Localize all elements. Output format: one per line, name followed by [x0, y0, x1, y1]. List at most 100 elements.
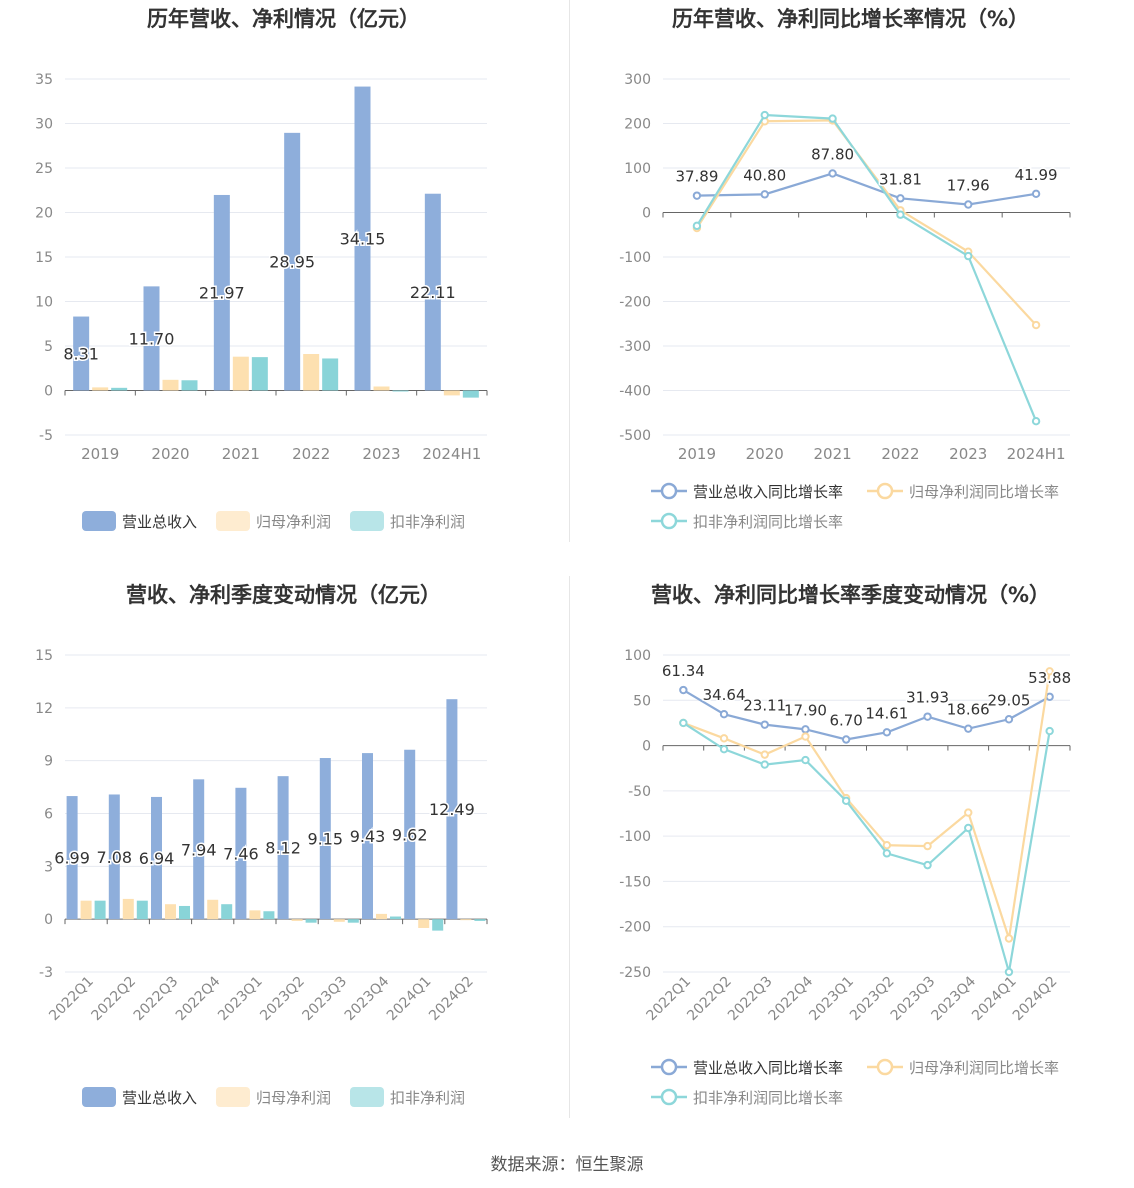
y-tick-label: 12 [35, 701, 53, 717]
bar-2 [322, 358, 339, 391]
bar-0 [73, 316, 90, 391]
y-tick-label: -50 [628, 784, 651, 800]
point-0 [760, 190, 769, 199]
series-line-1 [682, 671, 1051, 939]
point-1 [719, 734, 729, 743]
bar-1 [443, 390, 460, 396]
data-label: 14.61 [865, 704, 908, 722]
legend-swatch [350, 1087, 384, 1107]
point-2 [760, 760, 769, 769]
legend-marker [876, 482, 894, 500]
bar-2 [392, 390, 409, 392]
chart-title: 历年营收、净利情况（亿元） [147, 7, 420, 31]
bar-1 [303, 354, 320, 391]
point-2 [828, 114, 837, 123]
legend-swatch [216, 1087, 250, 1107]
bar-2 [462, 390, 479, 398]
point-1 [964, 808, 973, 817]
data-label: 9.43 [350, 827, 386, 846]
bar-2 [221, 904, 233, 920]
legend-label: 营业总收入同比增长率 [693, 1059, 843, 1077]
point-2 [692, 221, 702, 231]
data-label: 17.90 [784, 701, 827, 719]
x-tick-label: 2023 [362, 445, 400, 463]
x-tick-label: 2022Q3 [131, 974, 182, 1025]
bar-2 [390, 916, 401, 920]
x-tick-label: 2019 [678, 445, 716, 463]
bar-0 [193, 779, 205, 920]
x-tick-label: 2024Q1 [969, 974, 1020, 1025]
point-2 [882, 849, 892, 858]
y-tick-label: 100 [624, 648, 651, 664]
point-0 [692, 191, 702, 200]
x-tick-label: 2022 [881, 445, 919, 463]
x-tick-label: 2022Q1 [644, 974, 695, 1025]
legend-label: 归母净利润 [256, 1089, 331, 1107]
legend-marker [660, 512, 678, 530]
data-label: 8.31 [63, 345, 99, 364]
bar-1 [418, 919, 430, 928]
chart-svg: 35 30 25 20 15 10 5 0 -5 2019 2020 2021 2022 2023 2024… [35, 72, 488, 531]
bar-0 [108, 794, 120, 920]
point-0 [841, 735, 851, 744]
point-0 [801, 725, 810, 734]
point-2 [964, 251, 973, 261]
legend-label: 营业总收入 [122, 513, 197, 531]
chart-svg: 15 12 9 6 3 0 -32022Q12022Q22022Q32022Q42023Q1… [35, 648, 488, 1107]
chart-svg: 300 200 100 0 -100 -200 -300 -400 -500 2019 2020 20… [619, 72, 1071, 531]
x-tick-label: 2022 [292, 445, 330, 463]
point-0 [1045, 692, 1054, 701]
series-line-0 [696, 172, 1037, 206]
x-tick-label: 2021 [222, 445, 260, 463]
y-tick-label: 9 [44, 754, 53, 770]
x-tick-label: 2024H1 [422, 445, 481, 463]
bar-2 [181, 380, 198, 391]
point-2 [760, 110, 769, 120]
y-tick-label: 50 [633, 693, 651, 709]
x-tick-label: 2023Q3 [888, 974, 939, 1025]
x-tick-label: 2023Q2 [847, 974, 898, 1025]
point-0 [896, 194, 905, 203]
y-tick-label: -400 [619, 384, 651, 400]
data-label: 61.34 [662, 662, 705, 680]
data-label: 9.15 [307, 830, 343, 849]
point-0 [1004, 715, 1014, 724]
data-label: 34.64 [703, 686, 746, 704]
point-1 [801, 732, 810, 741]
y-tick-label: 15 [35, 250, 53, 266]
bar-1 [207, 899, 219, 920]
y-tick-label: -500 [619, 428, 651, 444]
data-label: 6.99 [54, 849, 90, 868]
y-tick-label: 200 [624, 117, 651, 133]
y-tick-label: -100 [619, 250, 651, 266]
point-2 [964, 823, 973, 833]
bar-0 [213, 194, 230, 391]
data-label: 8.12 [265, 839, 301, 858]
bar-1 [122, 898, 134, 920]
bar-1 [333, 919, 345, 922]
bar-2 [432, 919, 444, 931]
bar-2 [94, 900, 106, 920]
bar-0 [143, 286, 160, 391]
chart-quarterly-growth-line: 营收、净利同比增长率季度变动情况（%） 100 50 0 -50 -100 -150 -20… [567, 576, 1134, 1151]
bar-0 [354, 86, 371, 391]
bar-1 [373, 386, 390, 391]
x-tick-label: 2024Q2 [1010, 974, 1061, 1025]
point-1 [923, 841, 932, 851]
data-label: 34.15 [340, 230, 386, 249]
y-tick-label: 0 [44, 912, 53, 928]
bar-1 [249, 910, 261, 920]
y-tick-label: 0 [44, 384, 53, 400]
x-tick-label: 2019 [81, 445, 119, 463]
point-0 [719, 709, 729, 719]
y-tick-label: -150 [619, 874, 651, 890]
legend-label: 归母净利润同比增长率 [909, 483, 1059, 501]
bar-1 [162, 379, 179, 391]
legend-label: 扣非净利润 [390, 1089, 465, 1107]
series-line-0 [682, 689, 1051, 741]
y-tick-label: -300 [619, 339, 651, 355]
legend-label: 归母净利润同比增长率 [909, 1059, 1059, 1077]
legend-swatch [216, 511, 250, 531]
point-0 [679, 685, 688, 695]
y-tick-label: 0 [642, 206, 651, 222]
